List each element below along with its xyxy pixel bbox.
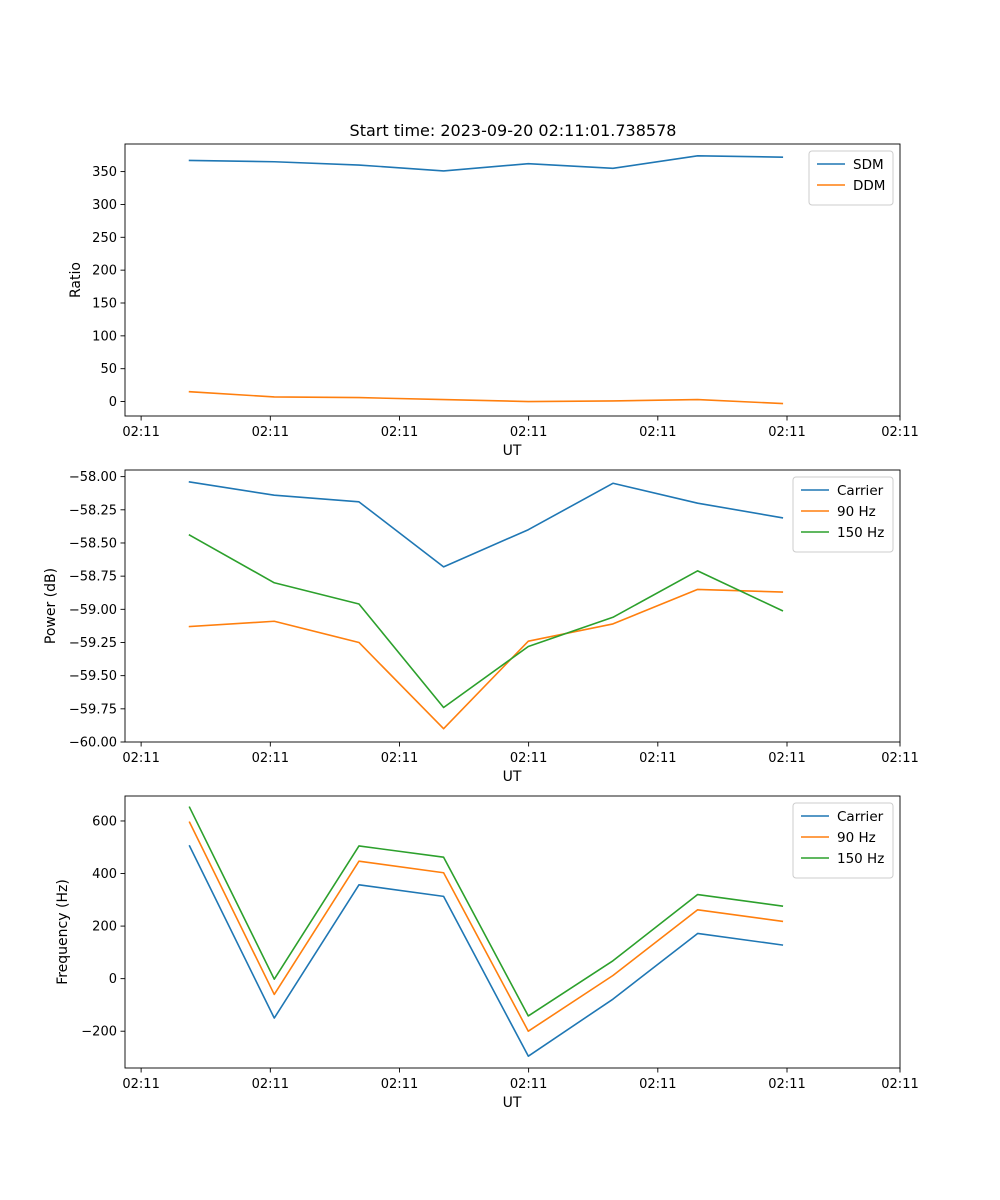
ratio-legend-label: DDM [853,178,885,194]
frequency-ytick-label: −200 [81,1025,117,1040]
power-xtick-label: 02:11 [881,751,918,766]
power-series-carrier [188,481,784,568]
frequency-xlabel: UT [503,1095,522,1111]
power-ytick-label: −58.50 [69,536,117,551]
ratio-xtick-label: 02:11 [768,425,805,440]
frequency-legend-label: 90 Hz [837,830,876,846]
ratio-ytick-label: 150 [92,296,117,311]
frequency-series-150-hz [188,806,784,1017]
ratio-ytick-label: 100 [92,329,117,344]
ratio-panel: 0 50 100 150 200 250 300 350 02:11 02:11 02:11 02:1… [68,143,919,459]
power-ytick-label: −59.75 [69,702,117,717]
ratio-ytick-label: 350 [92,165,117,180]
ratio-legend-label: SDM [853,157,884,173]
power-series-90-hz [188,588,784,730]
frequency-ytick-label: 400 [92,867,117,882]
ratio-xtick-label: 02:11 [881,425,918,440]
ratio-ytick-label: 0 [109,395,117,410]
power-legend [792,476,894,553]
power-panel: −60.00 −59.75 −59.50 −59.25 −59.00 −58.75 −58.… [43,469,919,785]
power-ytick-label: −58.75 [69,570,117,585]
power-xtick-label: 02:11 [252,751,289,766]
ratio-xtick-label: 02:11 [510,425,547,440]
power-axes-frame [124,469,901,743]
power-ytick-label: −58.00 [69,470,117,485]
power-legend-label: 90 Hz [837,504,876,520]
frequency-axes-frame [124,795,901,1069]
power-xtick-label: 02:11 [122,751,159,766]
ratio-ytick-label: 300 [92,198,117,213]
frequency-legend-label: Carrier [837,809,884,825]
power-ytick-label: −58.25 [69,503,117,518]
power-legend-label: 150 Hz [837,525,884,541]
ratio-ytick-label: 250 [92,231,117,246]
frequency-xtick-label: 02:11 [768,1077,805,1092]
ratio-xtick-label: 02:11 [639,425,676,440]
ratio-axes-frame [124,143,901,417]
ratio-series-sdm [188,155,784,172]
ratio-xtick-label: 02:11 [381,425,418,440]
frequency-xtick-label: 02:11 [639,1077,676,1092]
figure-title: Start time: 2023-09-20 02:11:01.738578 [350,121,677,140]
power-xtick-label: 02:11 [381,751,418,766]
ratio-series-ddm [188,390,784,405]
ratio-xtick-label: 02:11 [252,425,289,440]
frequency-xtick-label: 02:11 [510,1077,547,1092]
frequency-legend [792,802,894,879]
frequency-xtick-label: 02:11 [122,1077,159,1092]
frequency-xtick-label: 02:11 [881,1077,918,1092]
ratio-ylabel: Ratio [68,262,84,298]
frequency-ytick-label: 200 [92,920,117,935]
frequency-xtick-label: 02:11 [381,1077,418,1092]
power-xtick-label: 02:11 [639,751,676,766]
power-ylabel: Power (dB) [43,568,59,644]
frequency-series-90-hz [188,821,784,1033]
power-ytick-label: −60.00 [69,736,117,751]
frequency-legend-label: 150 Hz [837,851,884,867]
ratio-xlabel: UT [503,443,522,459]
power-ytick-label: −59.25 [69,636,117,651]
frequency-ytick-label: 0 [109,972,117,987]
frequency-xtick-label: 02:11 [252,1077,289,1092]
ratio-ytick-label: 200 [92,264,117,279]
frequency-ytick-label: 600 [92,814,117,829]
frequency-series-carrier [188,844,784,1057]
power-xlabel: UT [503,769,522,785]
frequency-panel: −200 0 200 400 600 02:11 02:11 02:11 02:11 02:11 0… [55,795,919,1111]
ratio-xtick-label: 02:11 [122,425,159,440]
power-ytick-label: −59.50 [69,669,117,684]
power-series-150-hz [188,533,784,709]
power-xtick-label: 02:11 [510,751,547,766]
power-legend-label: Carrier [837,483,884,499]
power-ytick-label: −59.00 [69,603,117,618]
ratio-ytick-label: 50 [100,362,117,377]
frequency-ylabel: Frequency (Hz) [55,879,71,985]
power-xtick-label: 02:11 [768,751,805,766]
